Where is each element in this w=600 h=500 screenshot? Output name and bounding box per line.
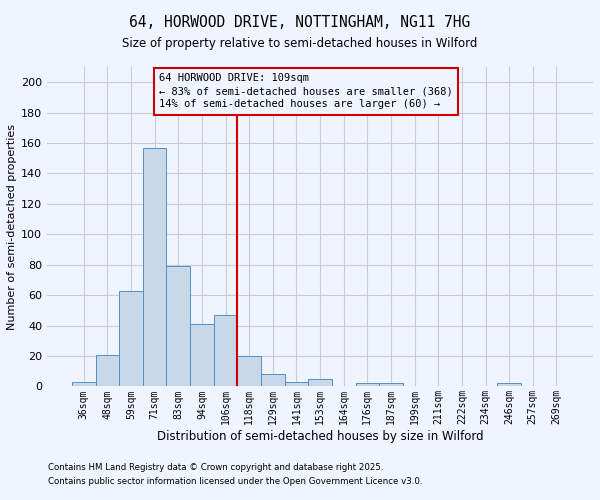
Bar <box>214 315 238 386</box>
Text: Size of property relative to semi-detached houses in Wilford: Size of property relative to semi-detach… <box>122 38 478 51</box>
Bar <box>72 382 95 386</box>
Text: Contains HM Land Registry data © Crown copyright and database right 2025.: Contains HM Land Registry data © Crown c… <box>48 464 383 472</box>
Bar <box>308 379 332 386</box>
X-axis label: Distribution of semi-detached houses by size in Wilford: Distribution of semi-detached houses by … <box>157 430 484 443</box>
Bar <box>119 290 143 386</box>
Bar <box>356 384 379 386</box>
Bar <box>95 354 119 386</box>
Text: Contains public sector information licensed under the Open Government Licence v3: Contains public sector information licen… <box>48 477 422 486</box>
Bar <box>261 374 284 386</box>
Bar <box>190 324 214 386</box>
Text: 64 HORWOOD DRIVE: 109sqm
← 83% of semi-detached houses are smaller (368)
14% of : 64 HORWOOD DRIVE: 109sqm ← 83% of semi-d… <box>160 73 453 110</box>
Bar <box>238 356 261 386</box>
Y-axis label: Number of semi-detached properties: Number of semi-detached properties <box>7 124 17 330</box>
Bar <box>143 148 166 386</box>
Bar <box>166 266 190 386</box>
Bar <box>379 384 403 386</box>
Bar <box>284 382 308 386</box>
Bar <box>497 384 521 386</box>
Text: 64, HORWOOD DRIVE, NOTTINGHAM, NG11 7HG: 64, HORWOOD DRIVE, NOTTINGHAM, NG11 7HG <box>130 15 470 30</box>
